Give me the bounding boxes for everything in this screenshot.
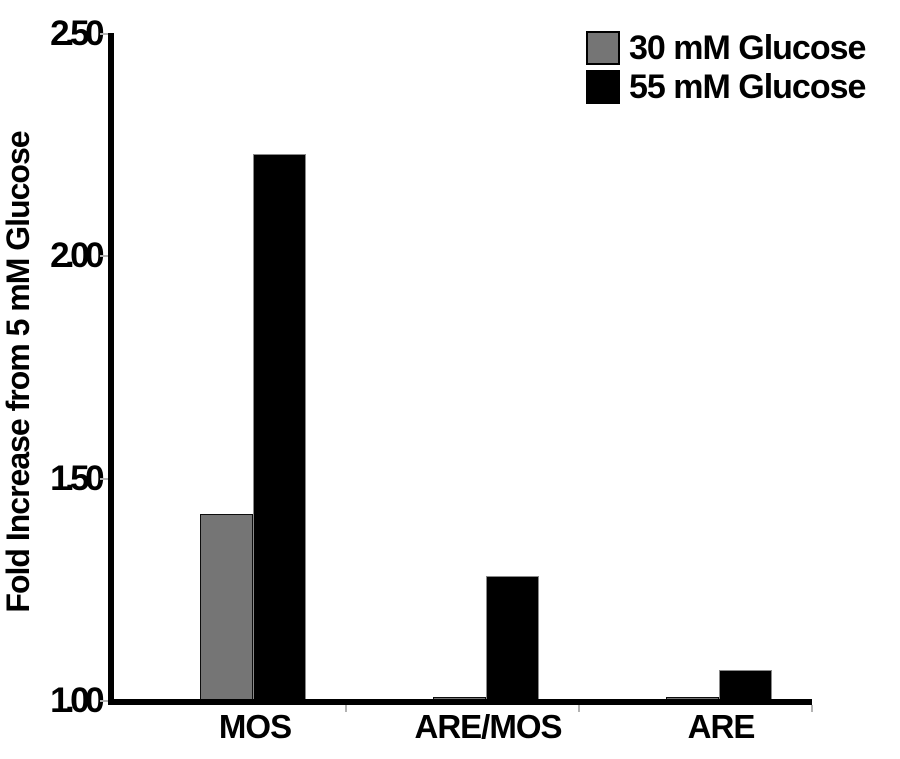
x-tick-mark bbox=[345, 705, 347, 712]
x-axis-line bbox=[108, 699, 812, 705]
y-tick-label: 1.50 bbox=[50, 458, 104, 498]
bar-are-series-1 bbox=[719, 669, 772, 703]
y-tick-mark bbox=[100, 255, 108, 258]
bar-mos-series-1 bbox=[253, 154, 306, 703]
legend-swatch-30mm-glucose bbox=[586, 31, 620, 65]
y-tick-label: 2.50 bbox=[50, 13, 104, 53]
y-axis-title: Fold Increase from 5 mM Glucose bbox=[0, 131, 36, 613]
y-tick-label: 2.00 bbox=[50, 236, 104, 276]
bar-are-mos-series-1 bbox=[486, 576, 539, 703]
legend-item-30mm-glucose: 30 mM Glucose bbox=[586, 29, 866, 67]
y-tick-mark bbox=[100, 477, 108, 480]
legend: 30 mM Glucose 55 mM Glucose bbox=[586, 29, 866, 109]
x-axis-label-are: ARE bbox=[687, 708, 756, 745]
legend-item-55mm-glucose: 55 mM Glucose bbox=[586, 68, 866, 106]
y-tick-mark bbox=[100, 32, 108, 35]
x-tick-mark bbox=[811, 705, 813, 712]
legend-label-30mm-glucose: 30 mM Glucose bbox=[629, 29, 866, 67]
legend-swatch-55mm-glucose bbox=[586, 70, 620, 104]
y-axis-line bbox=[108, 33, 114, 705]
x-tick-mark bbox=[578, 705, 580, 712]
bar-mos-series-0 bbox=[200, 514, 253, 703]
y-tick-mark bbox=[100, 700, 108, 702]
y-tick-label: 1.00 bbox=[50, 681, 104, 720]
x-axis-label-mos: MOS bbox=[218, 708, 292, 745]
x-axis-label-are-mos: ARE/MOS bbox=[414, 708, 562, 745]
legend-label-55mm-glucose: 55 mM Glucose bbox=[629, 68, 866, 106]
